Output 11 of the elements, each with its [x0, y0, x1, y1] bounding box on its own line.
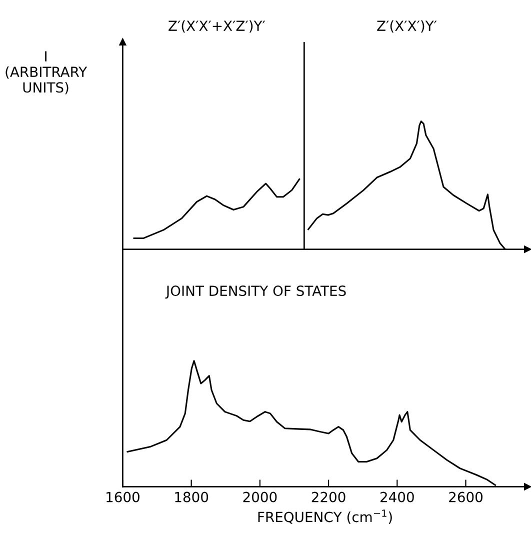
- text: Z′(X′X′)Y′: [377, 20, 437, 33]
- chart-title: JOINT DENSITY OF STATES: [165, 286, 346, 299]
- x-tick-label: 2200: [312, 492, 346, 502]
- x-tick-label: 1600: [106, 492, 140, 502]
- text: Z′(X′X′+X′Z′)Y′: [168, 20, 266, 33]
- x-axis-title: FREQUENCY (cm$^{−1}$): [258, 510, 392, 524]
- x-tick-label: 2600: [449, 492, 482, 502]
- x-tick-label: 2400: [380, 492, 414, 502]
- x-tick-label: 1800: [175, 492, 208, 502]
- y-axis-title: I (ARBITRARY UNITS): [6, 51, 88, 94]
- x-tick-label: 2000: [243, 492, 277, 502]
